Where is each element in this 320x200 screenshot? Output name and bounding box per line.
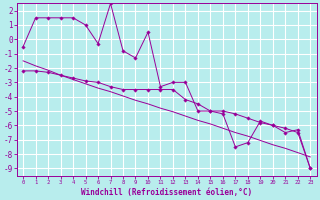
X-axis label: Windchill (Refroidissement éolien,°C): Windchill (Refroidissement éolien,°C) <box>81 188 252 197</box>
